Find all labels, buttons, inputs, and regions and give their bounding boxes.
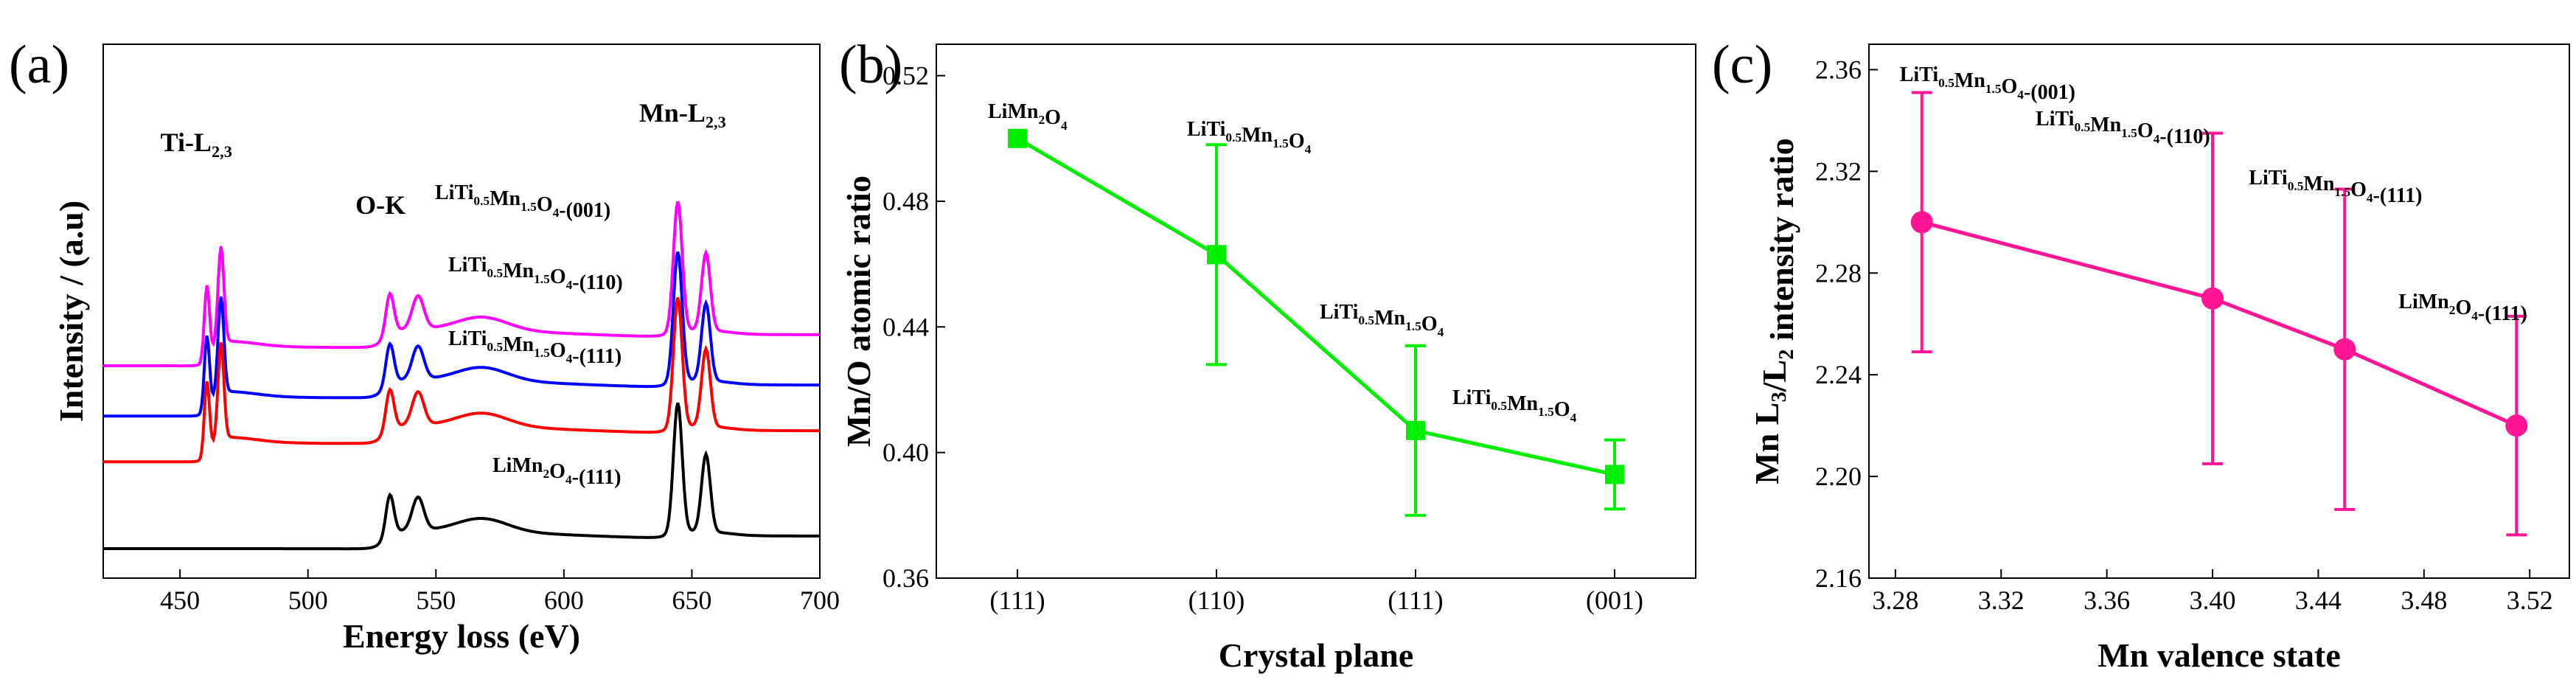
panel-a-labels: LiTi0.5Mn1.5O4-(001) LiTi0.5Mn1.5O4-(110)… (161, 98, 726, 489)
x-tick-label: (001) (1586, 586, 1643, 615)
x-tick-label: 500 (288, 586, 328, 615)
spectrum-label: LiTi0.5Mn1.5O4-(001) (435, 181, 610, 222)
x-tick-label: 3.40 (2190, 586, 2236, 615)
x-tick-label: 3.28 (1872, 586, 1918, 615)
y-tick-label: 0.40 (883, 438, 929, 468)
x-tick-label: 700 (800, 586, 840, 615)
point-label: LiTi0.5Mn1.5O4 (1452, 386, 1577, 425)
panel-c-x-axis-title: Mn valence state (2098, 636, 2341, 674)
panel-c-intensity-ratio: (c) 3.28 3.32 3.36 3.40 3.44 3.48 3.52 2.16 2.20… (1712, 35, 2570, 674)
panel-a-x-ticks: 450 500 550 600 650 700 (160, 569, 840, 615)
x-tick-label: 3.36 (2084, 586, 2130, 615)
panel-a-plot-frame (102, 44, 821, 579)
data-point (2505, 414, 2528, 437)
panel-a-letter: (a) (9, 35, 69, 95)
panel-c-y-axis-title: Mn L3/L2 intensity ratio (1748, 138, 1800, 484)
x-tick-label: (110) (1188, 586, 1245, 615)
x-tick-label: 600 (544, 586, 584, 615)
peak-label: Mn-L2,3 (639, 98, 726, 131)
panel-b-ticks: (111) (110) (111) (001) 0.36 0.40 0.44 0.48 0.52 (883, 61, 1643, 615)
panel-b-data: LiMn2O4 LiTi0.5Mn1.5O4 LiTi0.5Mn1.5O4 LiTi0… (988, 100, 1625, 517)
y-tick-label: 2.36 (1815, 55, 1862, 84)
point-label: LiTi0.5Mn1.5O4-(111) (2249, 167, 2422, 207)
series-line (1921, 220, 2518, 428)
data-point (1207, 245, 1226, 265)
y-tick-label: 0.48 (883, 187, 929, 216)
point-label: LiTi0.5Mn1.5O4-(110) (2036, 108, 2210, 148)
panel-b-x-axis-title: Crystal plane (1219, 636, 1414, 674)
panel-b-letter: (b) (839, 35, 902, 95)
spectrum-line (103, 297, 820, 464)
data-point (1605, 465, 1624, 484)
peak-label: O-K (355, 190, 405, 220)
spectrum-line (103, 201, 820, 368)
data-point (1008, 128, 1027, 148)
peak-label: Ti-L2,3 (161, 128, 232, 161)
spectrum-line (103, 402, 820, 551)
x-tick-label: 550 (416, 586, 456, 615)
spectrum-label: LiMn2O4-(111) (492, 454, 622, 489)
point-label: LiMn2O4-(111) (2398, 291, 2527, 325)
panel-a-curves (103, 201, 820, 551)
panel-b-plot-frame (936, 44, 1696, 579)
point-label: LiTi0.5Mn1.5O4 (1187, 118, 1312, 156)
y-tick-label: 2.32 (1815, 156, 1862, 186)
panel-c-ticks: 3.28 3.32 3.36 3.40 3.44 3.48 3.52 2.16 2.20 2.24… (1815, 55, 2553, 615)
panel-a-x-axis-title: Energy loss (eV) (343, 617, 580, 655)
x-tick-label: (111) (1388, 586, 1443, 615)
point-label: LiTi0.5Mn1.5O4-(001) (1900, 63, 2075, 104)
y-tick-label: 0.44 (883, 312, 929, 341)
data-point (2333, 338, 2356, 361)
y-tick-label: 0.36 (883, 563, 929, 593)
y-tick-label: 2.28 (1815, 258, 1862, 288)
spectrum-line (103, 251, 820, 418)
x-tick-label: 3.32 (1978, 586, 2025, 615)
spectrum-label: LiTi0.5Mn1.5O4-(110) (448, 254, 623, 294)
y-tick-label: 2.16 (1815, 563, 1862, 593)
series-line (1016, 136, 1615, 476)
panel-a-spectra: (a) 450 500 550 600 650 700 LiTi0.5Mn1.5O4-(0… (9, 35, 840, 655)
panel-c-data: LiTi0.5Mn1.5O4-(001)LiTi0.5Mn1.5O4-(110)… (1900, 63, 2528, 537)
panel-c-plot-frame (1868, 44, 2570, 579)
data-point (2201, 287, 2224, 310)
panel-b-y-axis-title: Mn/O atomic ratio (840, 176, 877, 447)
x-tick-label: 650 (672, 586, 711, 615)
x-tick-label: 3.44 (2295, 586, 2342, 615)
panel-a-y-axis-title: Intensity / (a.u) (52, 201, 90, 422)
data-point (1406, 420, 1425, 440)
y-tick-label: 2.20 (1815, 462, 1862, 491)
point-label: LiMn2O4 (988, 100, 1068, 133)
point-label: LiTi0.5Mn1.5O4 (1320, 301, 1444, 339)
panel-b-mn-o-ratio: (b) (111) (110) (111) (001) 0.36 0.40 0.44 0.48… (839, 35, 1696, 674)
panel-c-letter: (c) (1712, 35, 1772, 95)
x-tick-label: 3.52 (2507, 586, 2553, 615)
x-tick-label: (111) (989, 586, 1045, 615)
data-point (1910, 211, 1933, 234)
x-tick-label: 3.48 (2401, 586, 2447, 615)
spectrum-label: LiTi0.5Mn1.5O4-(111) (448, 327, 622, 368)
y-tick-label: 0.52 (883, 61, 929, 91)
x-tick-label: 450 (160, 586, 200, 615)
y-tick-label: 2.24 (1815, 360, 1862, 389)
